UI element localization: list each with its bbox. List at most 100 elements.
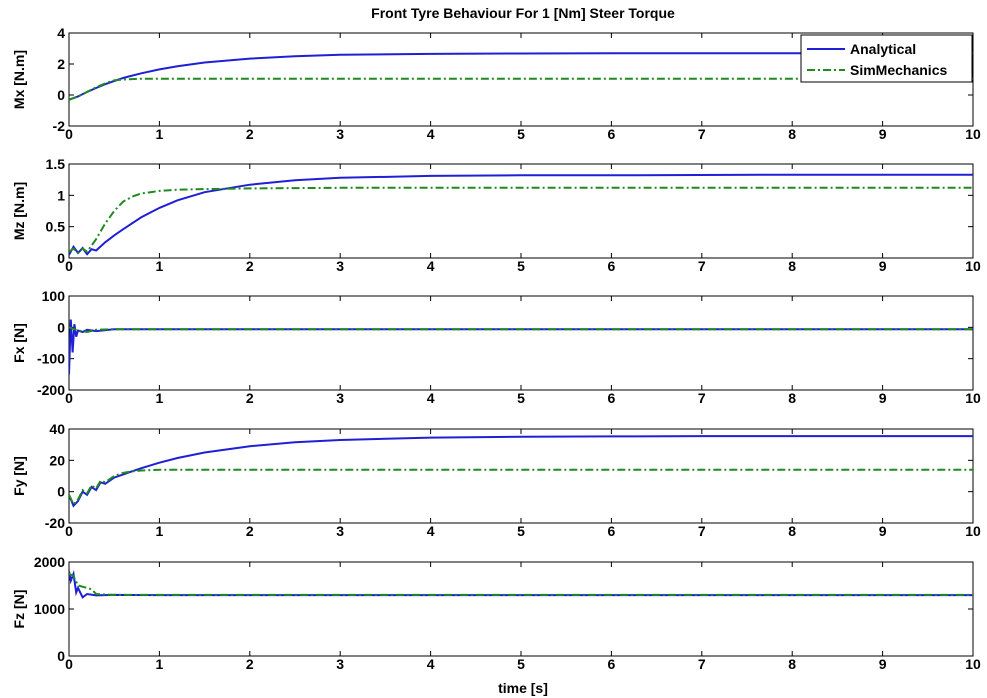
x-tick-label: 9 — [879, 656, 887, 672]
x-tick-label: 7 — [698, 258, 706, 274]
x-tick-label: 1 — [156, 523, 164, 539]
x-tick-label: 7 — [698, 390, 706, 406]
x-tick-label: 7 — [698, 523, 706, 539]
figure-title: Front Tyre Behaviour For 1 [Nm] Steer To… — [371, 5, 675, 21]
x-tick-label: 4 — [427, 258, 435, 274]
x-tick-label: 1 — [156, 126, 164, 142]
x-tick-label: 8 — [788, 258, 796, 274]
y-tick-label: 0.5 — [46, 219, 66, 235]
x-tick-label: 10 — [965, 126, 981, 142]
x-tick-label: 6 — [608, 390, 616, 406]
x-tick-label: 0 — [65, 390, 73, 406]
x-tick-label: 10 — [965, 523, 981, 539]
x-tick-label: 3 — [336, 656, 344, 672]
series-line-simmechanics — [69, 77, 973, 101]
y-tick-label: 4 — [57, 25, 65, 41]
series-line-simmechanics — [69, 468, 973, 506]
y-tick-label: 1.5 — [46, 156, 66, 172]
axes-box — [68, 163, 974, 259]
x-tick-label: 0 — [65, 656, 73, 672]
x-tick-label: 3 — [336, 126, 344, 142]
x-tick-label: 3 — [336, 258, 344, 274]
x-tick-label: 5 — [517, 258, 525, 274]
x-tick-label: 0 — [65, 258, 73, 274]
y-tick-label: -100 — [37, 351, 65, 367]
x-tick-label: 9 — [879, 126, 887, 142]
axes-box — [68, 428, 974, 524]
axes-box — [68, 295, 974, 391]
y-axis-label: Mx [N.m] — [11, 50, 27, 109]
x-tick-label: 5 — [517, 126, 525, 142]
x-tick-label: 6 — [608, 523, 616, 539]
x-tick-label: 2 — [246, 656, 254, 672]
x-tick-label: 0 — [65, 523, 73, 539]
y-tick-label: 0 — [57, 319, 65, 335]
y-tick-label: 0 — [57, 250, 65, 266]
x-tick-label: 2 — [246, 523, 254, 539]
x-tick-label: 0 — [65, 126, 73, 142]
x-tick-label: 3 — [336, 390, 344, 406]
x-tick-label: 10 — [965, 258, 981, 274]
y-tick-label: 0 — [57, 87, 65, 103]
y-tick-label: 2 — [57, 56, 65, 72]
x-tick-label: 4 — [427, 390, 435, 406]
series-line-simmechanics — [69, 326, 973, 334]
x-tick-label: 9 — [879, 523, 887, 539]
y-tick-label: 1000 — [34, 601, 65, 617]
x-tick-label: 9 — [879, 258, 887, 274]
x-tick-label: 8 — [788, 656, 796, 672]
y-axis-label: Mz [N.m] — [11, 182, 27, 240]
y-axis-label: Fz [N] — [11, 590, 27, 629]
axes-box — [68, 561, 974, 657]
x-tick-label: 1 — [156, 656, 164, 672]
legend: Analytical SimMechanics — [800, 34, 973, 83]
x-tick-label: 9 — [879, 390, 887, 406]
x-tick-label: 7 — [698, 126, 706, 142]
x-tick-label: 2 — [246, 390, 254, 406]
y-tick-label: 0 — [57, 648, 65, 664]
x-tick-label: 6 — [608, 656, 616, 672]
x-tick-label: 4 — [427, 126, 435, 142]
x-tick-label: 5 — [517, 523, 525, 539]
x-tick-label: 5 — [517, 656, 525, 672]
x-tick-label: 10 — [965, 656, 981, 672]
x-tick-label: 6 — [608, 258, 616, 274]
series-line-simmechanics — [69, 186, 973, 255]
y-axis-label: Fx [N] — [11, 323, 27, 363]
y-tick-label: 40 — [49, 421, 65, 437]
subplot-5: 0 1 2 3 4 5 6 7 8 9 10 0 1000 2000 Fz [N] — [11, 554, 981, 672]
legend-label: SimMechanics — [850, 62, 947, 78]
x-tick-label: 2 — [246, 258, 254, 274]
series-line-analytical — [69, 435, 973, 508]
subplot-2: 0 1 2 3 4 5 6 7 8 9 10 0 0.5 1 1.5 Mz [N.m] — [11, 156, 981, 274]
y-tick-label: 100 — [42, 288, 66, 304]
x-tick-label: 1 — [156, 390, 164, 406]
y-tick-label: 0 — [57, 484, 65, 500]
x-tick-label: 10 — [965, 390, 981, 406]
x-tick-label: 8 — [788, 126, 796, 142]
y-tick-label: -20 — [45, 515, 65, 531]
x-tick-label: 8 — [788, 390, 796, 406]
y-tick-label: -200 — [37, 382, 65, 398]
y-tick-label: 20 — [49, 452, 65, 468]
x-tick-label: 4 — [427, 523, 435, 539]
x-tick-label: 1 — [156, 258, 164, 274]
y-axis-label: Fy [N] — [11, 456, 27, 496]
x-tick-label: 4 — [427, 656, 435, 672]
subplot-3: 0 1 2 3 4 5 6 7 8 9 10 -200 -100 0 100 Fx [N] — [11, 288, 981, 406]
y-tick-label: 1 — [57, 187, 65, 203]
legend-label: Analytical — [850, 41, 916, 57]
y-tick-label: 2000 — [34, 554, 65, 570]
legend-box — [800, 34, 973, 83]
series-line-simmechanics — [69, 572, 973, 596]
x-tick-label: 6 — [608, 126, 616, 142]
x-tick-label: 7 — [698, 656, 706, 672]
x-tick-label: 2 — [246, 126, 254, 142]
x-axis-label: time [s] — [498, 680, 548, 696]
x-tick-label: 5 — [517, 390, 525, 406]
y-tick-label: -2 — [53, 118, 66, 134]
x-tick-label: 3 — [336, 523, 344, 539]
